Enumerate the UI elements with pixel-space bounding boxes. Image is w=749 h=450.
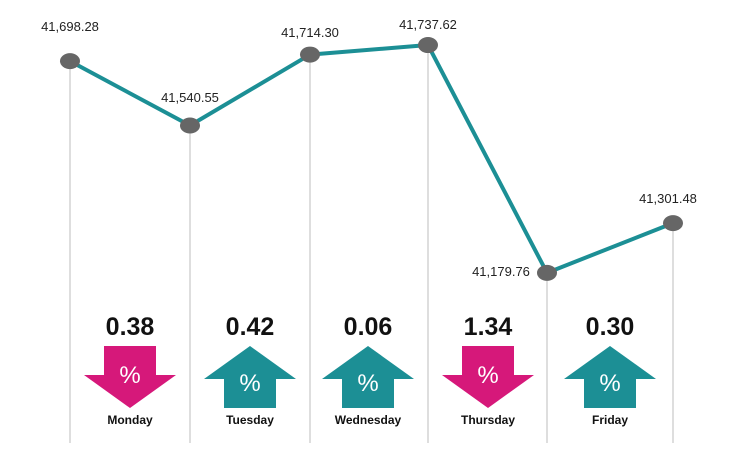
series-line <box>69 43 674 275</box>
point-value-label: 41,301.48 <box>639 191 697 207</box>
point-value-label: 41,714.30 <box>281 24 339 40</box>
day-label-thursday: Thursday <box>460 413 516 427</box>
point-value-label: 41,698.28 <box>41 19 99 35</box>
day-label-tuesday: Tuesday <box>226 413 274 427</box>
point-value-label: 41,179.76 <box>472 263 530 279</box>
data-point-0 <box>60 53 80 70</box>
point-value-label: 41,540.55 <box>161 89 219 105</box>
change-value-tuesday: 0.42 <box>225 313 275 341</box>
percent-sign: % <box>357 370 378 397</box>
down-arrow-icon: % <box>440 345 536 409</box>
data-point-2 <box>300 46 320 63</box>
percent-sign: % <box>477 362 498 389</box>
down-arrow-icon: % <box>82 345 178 409</box>
up-arrow-icon: % <box>562 345 658 409</box>
percent-sign: % <box>119 362 140 389</box>
change-value-monday: 0.38 <box>105 313 155 341</box>
percent-sign: % <box>599 370 620 397</box>
change-value-wednesday: 0.06 <box>343 313 393 341</box>
day-label-wednesday: Wednesday <box>334 413 402 427</box>
day-label-friday: Friday <box>591 413 629 427</box>
data-point-4 <box>537 264 557 281</box>
point-value-label: 41,737.62 <box>399 17 457 33</box>
change-value-friday: 0.30 <box>585 313 635 341</box>
percent-sign: % <box>239 370 260 397</box>
up-arrow-icon: % <box>320 345 416 409</box>
data-point-1 <box>180 117 200 134</box>
day-label-monday: Monday <box>107 413 153 427</box>
data-point-5 <box>663 215 683 232</box>
up-arrow-icon: % <box>202 345 298 409</box>
data-point-3 <box>418 37 438 54</box>
change-value-thursday: 1.34 <box>463 313 513 341</box>
